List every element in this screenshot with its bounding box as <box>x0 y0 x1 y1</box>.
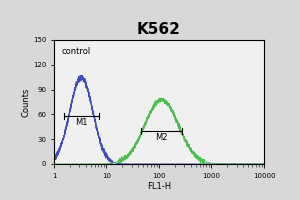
Text: M1: M1 <box>75 118 88 127</box>
X-axis label: FL1-H: FL1-H <box>147 182 171 191</box>
Y-axis label: Counts: Counts <box>21 87 30 117</box>
Title: K562: K562 <box>137 22 181 37</box>
Text: control: control <box>62 47 91 56</box>
Text: M2: M2 <box>155 133 168 142</box>
